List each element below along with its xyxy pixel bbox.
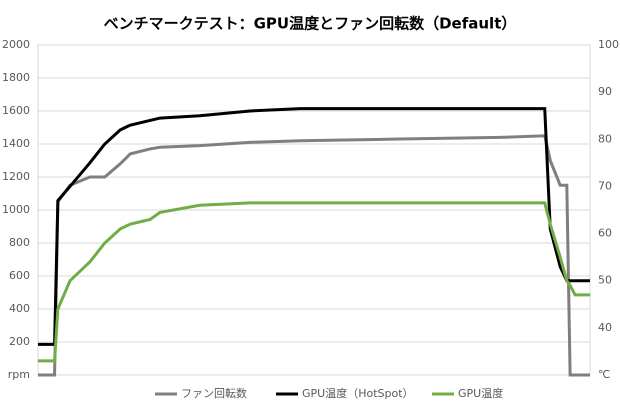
legend-label: GPU温度（HotSpot）	[302, 386, 414, 400]
y2-tick-label: 60	[598, 227, 612, 240]
series-line	[38, 134, 590, 377]
y2-tick-label: 90	[598, 85, 612, 98]
series-line	[38, 201, 590, 363]
y-tick-label: 200	[9, 335, 30, 348]
y-tick-label: 1600	[2, 104, 30, 117]
y2-tick-label: 50	[598, 274, 612, 287]
y2-tick-label: 70	[598, 179, 612, 192]
y-tick-label: 800	[9, 236, 30, 249]
y2-tick-label: ℃	[598, 368, 610, 381]
chart-title: ベンチマークテスト：GPU温度とファン回転数（Default）	[104, 15, 517, 33]
y2-tick-label: 80	[598, 132, 612, 145]
y-tick-label: 600	[9, 269, 30, 282]
y-tick-label: rpm	[8, 368, 30, 381]
plot-border	[37, 44, 591, 376]
legend-label: GPU温度	[458, 386, 503, 400]
y2-tick-label: 40	[598, 321, 612, 334]
y2-tick-label: 100	[598, 38, 619, 51]
y-tick-label: 1400	[2, 137, 30, 150]
y-tick-label: 1000	[2, 203, 30, 216]
legend-label: ファン回転数	[181, 387, 247, 400]
y-tick-label: 2000	[2, 38, 30, 51]
y-tick-label: 1200	[2, 170, 30, 183]
y-tick-label: 400	[9, 302, 30, 315]
y-tick-label: 1800	[2, 71, 30, 84]
